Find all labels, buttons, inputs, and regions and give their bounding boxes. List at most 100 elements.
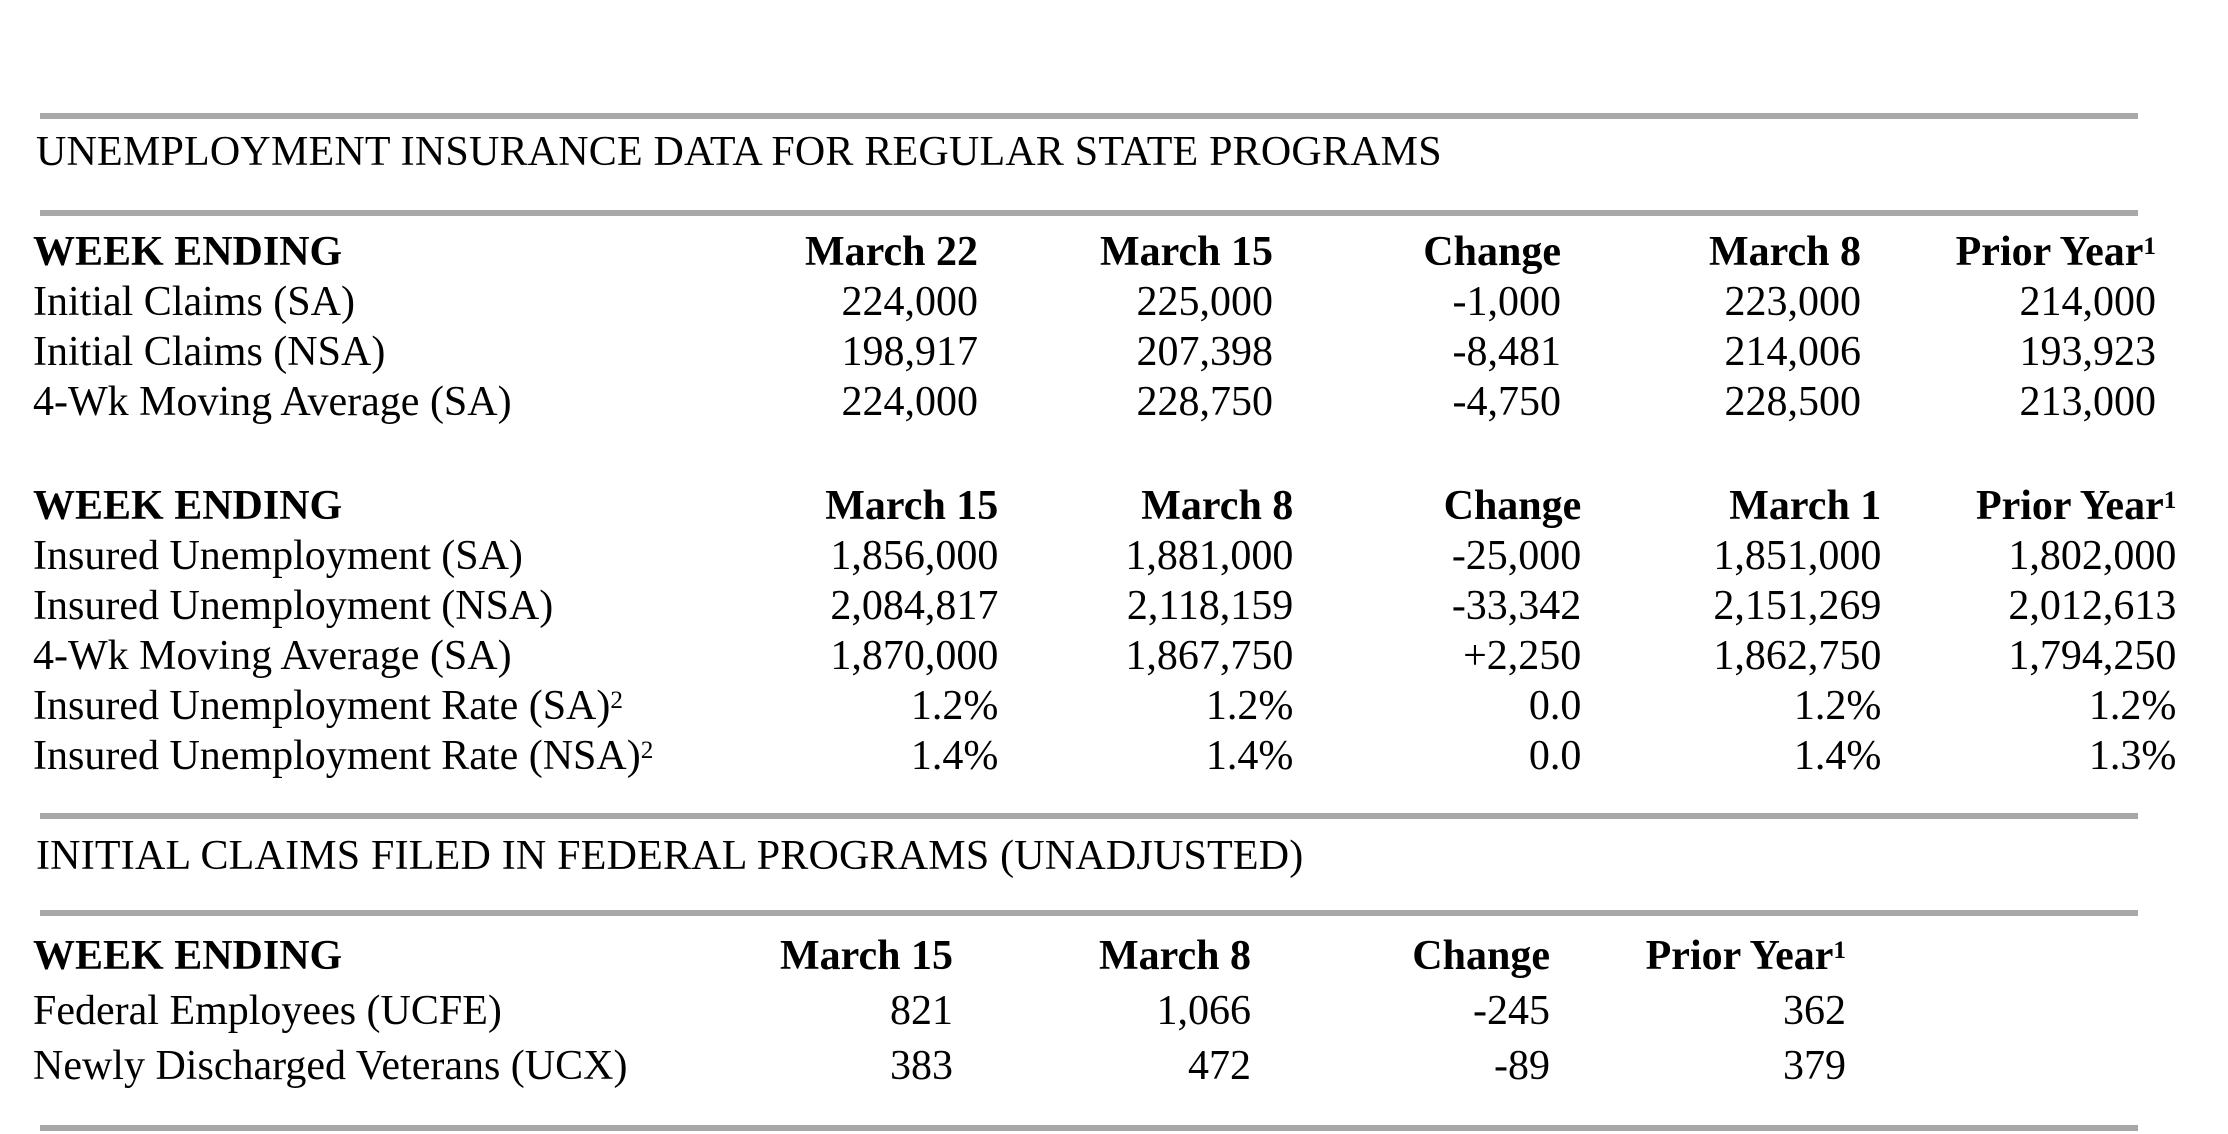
footnote-marker-1: 1 <box>2163 486 2177 514</box>
table-row: Newly Discharged Veterans (UCX) 383 472 … <box>33 1039 1846 1094</box>
cell: 1.2% <box>1205 683 1294 729</box>
col-header-prior-year: Prior Year1 <box>1861 227 2156 277</box>
row-label: 4-Wk Moving Average (SA) <box>33 379 512 425</box>
col-header-march-8: March 8 <box>1708 229 1861 275</box>
table-row: Insured Unemployment Rate (NSA)2 1.4% 1.… <box>33 731 2176 781</box>
row-label: 4-Wk Moving Average (SA) <box>33 633 512 679</box>
section-title-regular-state-programs: UNEMPLOYMENT INSURANCE DATA FOR REGULAR … <box>36 129 1442 175</box>
row-label: Insured Unemployment (NSA) <box>33 583 554 629</box>
cell: 472 <box>1188 1043 1251 1089</box>
cell: 1,851,000 <box>1713 533 1882 579</box>
cell: 228,750 <box>1136 379 1274 425</box>
cell: 379 <box>1783 1043 1846 1089</box>
table-row: Federal Employees (UCFE) 821 1,066 -245 … <box>33 984 1846 1039</box>
cell: -89 <box>1494 1043 1550 1089</box>
horizontal-rule-bottom <box>40 1125 2138 1131</box>
col-header-march-8: March 8 <box>1098 933 1251 979</box>
col-header-week-ending: WEEK ENDING <box>33 933 343 979</box>
table-header-row: WEEK ENDING March 22 March 15 Change Mar… <box>33 227 2156 277</box>
cell: 223,000 <box>1724 279 1862 325</box>
cell: 1.3% <box>2088 733 2177 779</box>
cell: 1,066 <box>1156 988 1252 1034</box>
cell: 214,006 <box>1724 329 1862 375</box>
horizontal-rule-under-federal-title <box>40 910 2138 916</box>
row-label: Federal Employees (UCFE) <box>33 988 502 1034</box>
cell: 821 <box>890 988 953 1034</box>
cell: 0.0 <box>1528 733 1582 779</box>
prior-year-text: Prior Year <box>1645 933 1834 979</box>
table-header-row: WEEK ENDING March 15 March 8 Change Prio… <box>33 929 1846 984</box>
row-label: Initial Claims (SA) <box>33 279 355 325</box>
row-label-text: Insured Unemployment Rate (SA) <box>33 683 611 729</box>
col-header-march-1: March 1 <box>1729 483 1882 529</box>
table-row: Initial Claims (NSA) 198,917 207,398 -8,… <box>33 327 2156 377</box>
cell: 214,000 <box>2019 279 2157 325</box>
col-header-march-15: March 15 <box>825 483 999 529</box>
row-label: Insured Unemployment Rate (NSA)2 <box>33 731 653 781</box>
cell: 2,084,817 <box>830 583 999 629</box>
footnote-marker-1: 1 <box>1833 936 1846 964</box>
footnote-marker-2: 2 <box>640 736 654 764</box>
table-initial-claims: WEEK ENDING March 22 March 15 Change Mar… <box>33 227 2156 427</box>
cell: 2,118,159 <box>1126 583 1294 629</box>
section-title-federal-programs: INITIAL CLAIMS FILED IN FEDERAL PROGRAMS… <box>36 833 1304 879</box>
cell: 1.2% <box>2088 683 2177 729</box>
cell: 1,794,250 <box>2008 633 2177 679</box>
col-header-change: Change <box>1443 483 1582 529</box>
footnote-marker-1: 1 <box>2143 232 2156 260</box>
table-row: 4-Wk Moving Average (SA) 1,870,000 1,867… <box>33 631 2176 681</box>
cell: -25,000 <box>1451 533 1582 579</box>
cell: 1,867,750 <box>1125 633 1294 679</box>
table-row: 4-Wk Moving Average (SA) 224,000 228,750… <box>33 377 2156 427</box>
col-header-week-ending: WEEK ENDING <box>33 483 343 529</box>
col-header-march-22: March 22 <box>804 229 978 275</box>
col-header-march-8: March 8 <box>1141 483 1294 529</box>
table-row: Initial Claims (SA) 224,000 225,000 -1,0… <box>33 277 2156 327</box>
cell: -33,342 <box>1451 583 1582 629</box>
horizontal-rule-above-federal-section <box>40 813 2138 819</box>
col-header-prior-year: Prior Year1 <box>1550 929 1846 984</box>
cell: 1.4% <box>1793 733 1882 779</box>
horizontal-rule-under-title <box>40 210 2138 216</box>
table-insured-unemployment: WEEK ENDING March 15 March 8 Change Marc… <box>33 481 2176 781</box>
table-federal-programs: WEEK ENDING March 15 March 8 Change Prio… <box>33 929 1846 1094</box>
col-header-change: Change <box>1412 933 1550 979</box>
cell: 224,000 <box>841 279 979 325</box>
cell: 193,923 <box>2019 329 2157 375</box>
table-row: Insured Unemployment Rate (SA)2 1.2% 1.2… <box>33 681 2176 731</box>
cell: 383 <box>890 1043 953 1089</box>
cell: 1,802,000 <box>2008 533 2177 579</box>
cell: 198,917 <box>841 329 979 375</box>
table-header-row: WEEK ENDING March 15 March 8 Change Marc… <box>33 481 2176 531</box>
cell: 1.2% <box>910 683 999 729</box>
row-label: Newly Discharged Veterans (UCX) <box>33 1043 628 1089</box>
cell: +2,250 <box>1463 633 1582 679</box>
row-label: Insured Unemployment Rate (SA)2 <box>33 681 653 731</box>
footnote-marker-2: 2 <box>610 686 623 714</box>
cell: 228,500 <box>1724 379 1862 425</box>
cell: 1.4% <box>910 733 999 779</box>
cell: 224,000 <box>841 379 979 425</box>
cell: 1,881,000 <box>1125 533 1294 579</box>
cell: 213,000 <box>2019 379 2157 425</box>
cell: -1,000 <box>1452 279 1562 325</box>
table-row: Insured Unemployment (NSA) 2,084,817 2,1… <box>33 581 2176 631</box>
cell: -8,481 <box>1452 329 1562 375</box>
prior-year-text: Prior Year <box>1975 483 2164 529</box>
horizontal-rule-top <box>40 113 2138 119</box>
cell: 1,862,750 <box>1713 633 1882 679</box>
cell: 2,151,269 <box>1713 583 1882 629</box>
row-label: Initial Claims (NSA) <box>33 329 386 375</box>
cell: -245 <box>1473 988 1550 1034</box>
cell: 225,000 <box>1136 279 1274 325</box>
row-label-text: Insured Unemployment Rate (NSA) <box>33 733 641 779</box>
cell: 362 <box>1783 988 1846 1034</box>
cell: 0.0 <box>1528 683 1582 729</box>
cell: 2,012,613 <box>2008 583 2177 629</box>
cell: 1,870,000 <box>830 633 999 679</box>
cell: 1.4% <box>1205 733 1294 779</box>
cell: 1.2% <box>1793 683 1882 729</box>
col-header-march-15: March 15 <box>1099 229 1273 275</box>
col-header-march-15: March 15 <box>779 933 953 979</box>
